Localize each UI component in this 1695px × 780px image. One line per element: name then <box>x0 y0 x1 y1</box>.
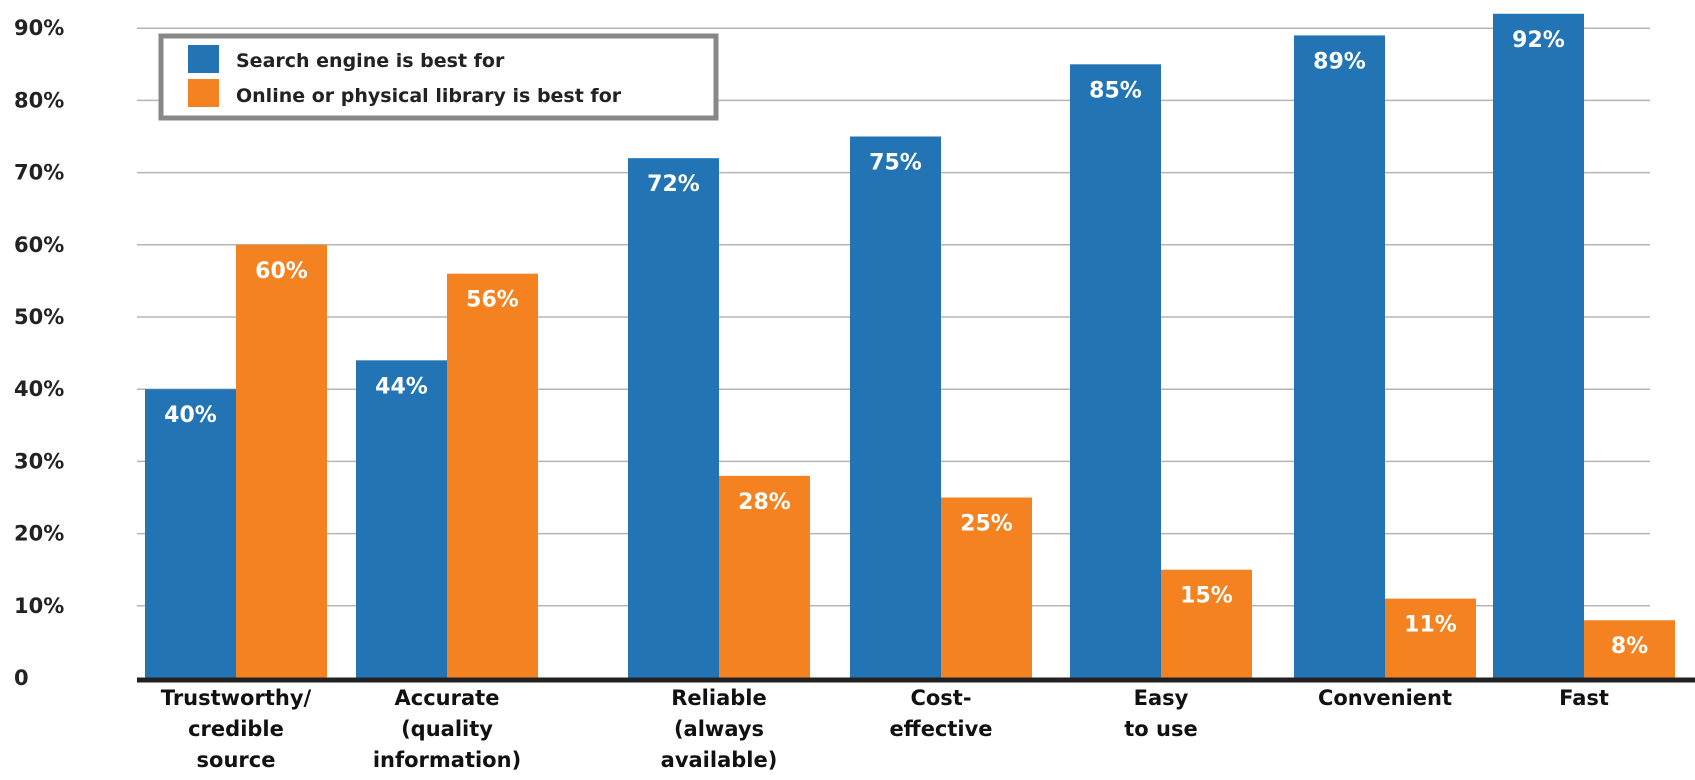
data-label: 11% <box>1404 613 1457 638</box>
x-axis: Trustworthy/credible source Accurate (quali… <box>137 680 1695 772</box>
data-label: 60% <box>255 259 308 284</box>
y-tick-label: 90% <box>14 16 64 40</box>
x-tick-label: Trustworthy/credible source <box>161 686 312 772</box>
y-tick-label: 10% <box>14 594 64 618</box>
x-tick-label: Easy to use <box>1124 686 1197 741</box>
y-tick-label: 30% <box>14 449 64 473</box>
y-tick-label: 60% <box>14 233 64 257</box>
legend: Search engine is best for Online or phys… <box>161 36 716 118</box>
x-tick-label: Cost-effective <box>889 686 992 741</box>
data-label: 85% <box>1089 78 1142 103</box>
data-label: 8% <box>1611 634 1648 659</box>
data-label: 44% <box>375 374 428 399</box>
legend-label-search-engine: Search engine is best for <box>236 50 505 72</box>
data-label: 92% <box>1512 28 1565 53</box>
bar-search-engine <box>356 360 447 678</box>
y-tick-label: 70% <box>14 161 64 185</box>
data-label: 72% <box>647 172 700 197</box>
bar-library <box>236 245 327 678</box>
data-label: 56% <box>466 288 519 313</box>
y-tick-label: 40% <box>14 377 64 401</box>
bar-search-engine <box>1070 64 1161 678</box>
bar-search-engine <box>850 137 941 679</box>
bar-search-engine <box>1294 35 1385 678</box>
x-tick-label: Accurate (quality information) <box>373 686 521 772</box>
bar-search-engine <box>145 389 236 678</box>
data-label: 25% <box>960 512 1013 537</box>
x-tick-label: Reliable (always available) <box>661 686 778 772</box>
data-label: 15% <box>1180 584 1233 609</box>
data-label: 28% <box>738 490 791 515</box>
data-label: 40% <box>164 403 217 428</box>
bar-search-engine <box>1493 14 1584 678</box>
legend-swatch-library <box>188 79 219 107</box>
data-label: 75% <box>869 151 922 176</box>
bar-library <box>447 274 538 678</box>
data-label: 89% <box>1313 49 1366 74</box>
bar-library <box>1385 599 1476 678</box>
y-tick-label: 80% <box>14 88 64 112</box>
legend-label-library: Online or physical library is best for <box>236 85 622 107</box>
y-tick-label: 20% <box>14 522 64 546</box>
x-tick-label: Convenient <box>1318 686 1452 710</box>
legend-swatch-search-engine <box>188 45 219 73</box>
y-tick-label: 50% <box>14 305 64 329</box>
y-axis: 0 10% 20% 30% 40% 50% 60% 70% 80% 90% <box>14 16 64 690</box>
bar-search-engine <box>628 158 719 678</box>
x-tick-label: Fast <box>1559 686 1609 710</box>
y-tick-label: 0 <box>14 666 29 690</box>
